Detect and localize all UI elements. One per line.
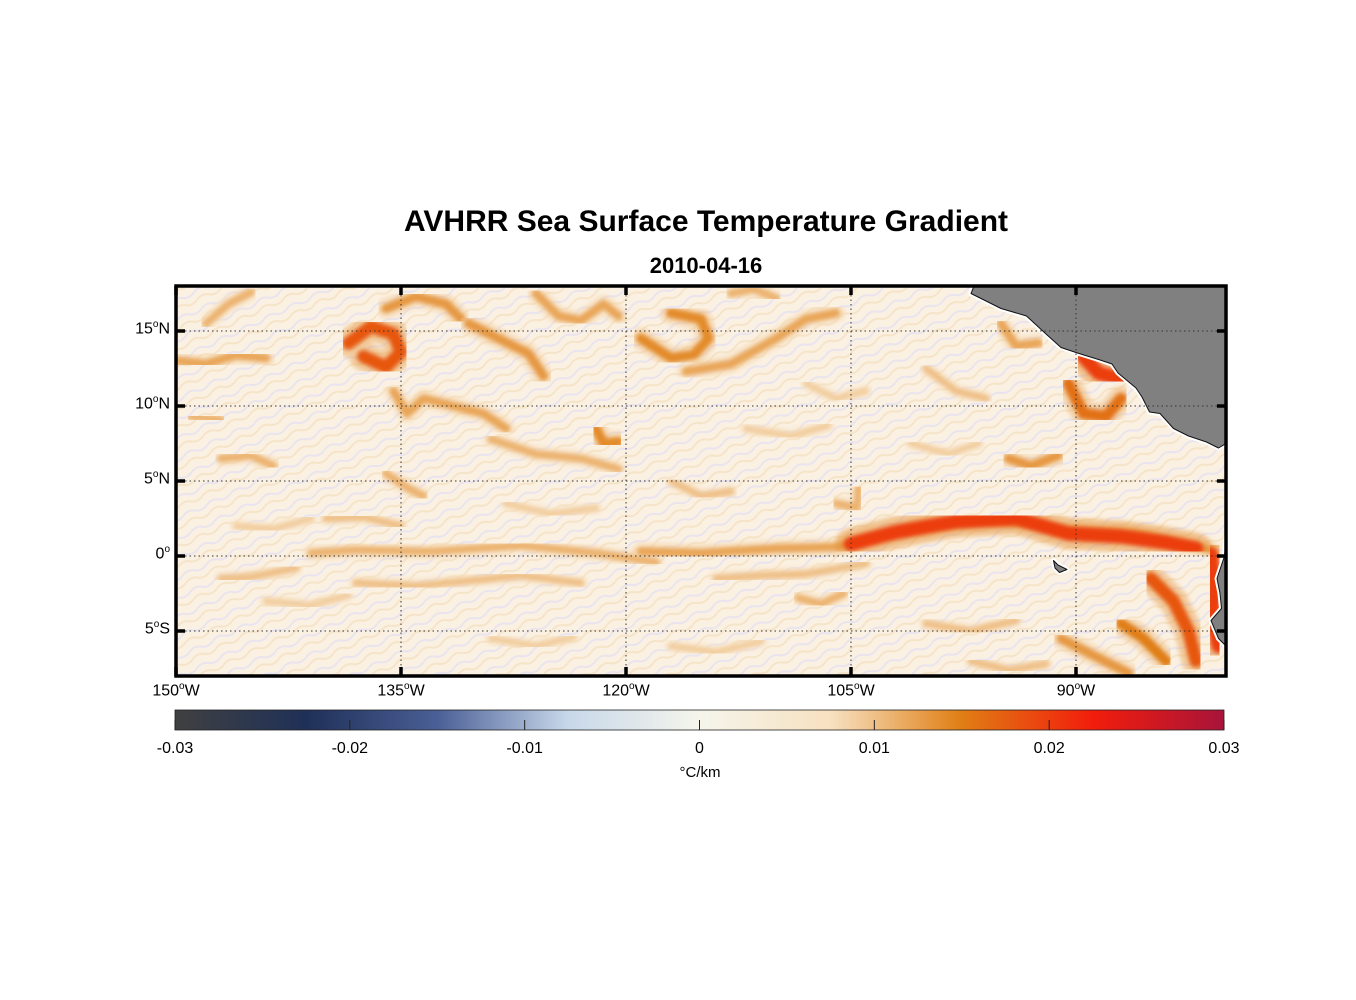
map-frame-group — [174, 284, 1228, 678]
gradient-front — [381, 291, 466, 324]
gradient-front — [802, 380, 870, 402]
longitude-label: 135oW — [377, 681, 425, 700]
colorbar-tick-label: 0 — [695, 740, 704, 757]
gradient-front — [635, 307, 714, 364]
gradient-front — [922, 364, 990, 403]
gradient-front — [590, 423, 624, 449]
gradient-front — [922, 616, 1020, 635]
gradient-front — [216, 451, 278, 471]
gradient-front — [794, 589, 848, 609]
gradient-front — [201, 287, 256, 328]
gradient-front — [486, 434, 623, 474]
gradient-front — [531, 289, 623, 325]
longitude-label: 150oW — [152, 681, 200, 700]
sst-gradient-fronts — [176, 286, 1226, 676]
gradient-front — [726, 286, 781, 303]
colorbar-tick-label: 0.03 — [1208, 740, 1240, 757]
gradient-front — [262, 591, 352, 609]
gradient-front — [306, 541, 661, 567]
gradient-front — [217, 564, 300, 583]
gradient-front — [907, 440, 982, 458]
gradient-front — [831, 484, 863, 513]
longitude-label: 105oW — [827, 681, 875, 700]
gradient-front — [322, 513, 405, 530]
south-america-coastline — [1210, 537, 1226, 647]
longitude-label: 120oW — [602, 681, 650, 700]
gradient-front — [389, 386, 511, 433]
colorbar — [174, 709, 1225, 731]
latitude-label: 5oS — [144, 619, 170, 638]
gradient-front — [681, 308, 841, 376]
gradient-front — [176, 350, 271, 369]
colorbar-tick-label: -0.01 — [506, 740, 543, 757]
gradient-front — [967, 657, 1050, 674]
gradient-front — [487, 633, 577, 650]
colorbar-tick-label: -0.02 — [331, 740, 369, 757]
colorbar-tick-label: 0.01 — [858, 740, 890, 757]
latitude-label: 15oN — [135, 319, 170, 338]
gradient-front — [186, 412, 226, 424]
latitude-label: 10oN — [135, 394, 170, 413]
gradient-front — [712, 559, 870, 583]
gradient-front — [742, 422, 832, 440]
map-tick-marks — [174, 286, 1226, 676]
gradient-front — [996, 319, 1043, 351]
gradient-front — [1115, 618, 1172, 667]
gradient-front — [667, 477, 735, 500]
gradient-front — [352, 571, 585, 590]
colorbar-tick-label: -0.03 — [156, 740, 194, 757]
gradient-front — [667, 638, 765, 656]
central-america-coastline — [970, 286, 1226, 449]
latitude-label: 5oN — [143, 469, 170, 488]
gradient-front — [843, 511, 1204, 556]
latitude-label: 0o — [155, 544, 170, 563]
map-title: AVHRR Sea Surface Temperature Gradient — [403, 205, 1009, 238]
gradient-front — [342, 320, 408, 374]
landmasses — [968, 286, 1226, 649]
gradient-front — [232, 515, 315, 533]
gradient-front — [502, 500, 600, 518]
gradient-front — [1144, 572, 1203, 668]
galapagos-coastline — [1053, 560, 1068, 573]
colorbar-tick-marks — [174, 720, 1225, 730]
longitude-label: 90oW — [1056, 681, 1096, 700]
colorbar-unit-label: °C/km — [679, 764, 721, 781]
gradient-front — [1056, 633, 1134, 676]
colorbar-tick-label: 0.02 — [1033, 740, 1065, 757]
map-date-subtitle: 2010-04-16 — [649, 253, 763, 278]
gradient-front — [1003, 450, 1063, 471]
gradient-front — [381, 469, 428, 501]
